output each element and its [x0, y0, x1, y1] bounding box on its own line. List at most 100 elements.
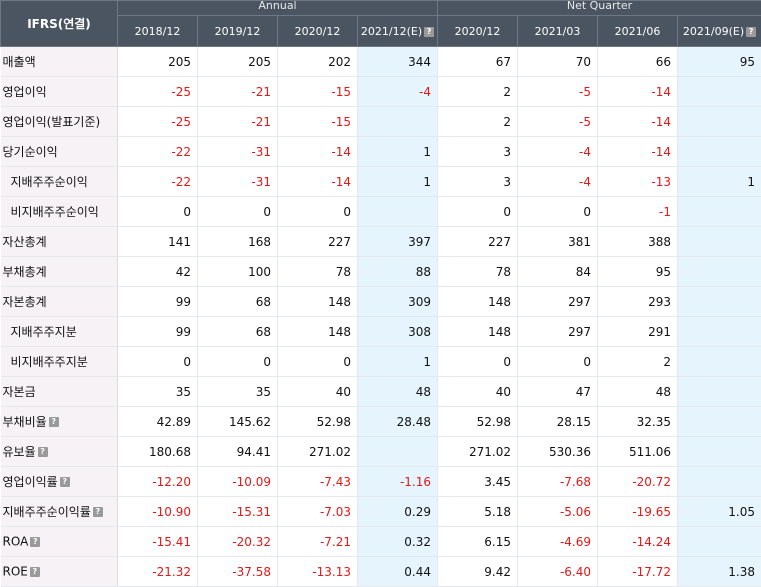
value-cell: 95 [678, 47, 761, 77]
value-cell: 2 [598, 347, 678, 377]
value-cell [678, 347, 761, 377]
value-cell: 148 [438, 287, 518, 317]
value-cell: 1 [678, 167, 761, 197]
value-cell: 6.15 [438, 527, 518, 557]
value-cell: 35 [198, 377, 278, 407]
value-cell: 94.41 [198, 437, 278, 467]
value-cell: -7.03 [278, 497, 358, 527]
value-cell: 0 [518, 347, 598, 377]
value-cell [678, 287, 761, 317]
value-cell: 0 [118, 197, 198, 227]
value-cell: 9.42 [438, 557, 518, 587]
value-cell: 271.02 [278, 437, 358, 467]
help-icon[interactable]: ? [424, 27, 434, 37]
value-cell: 52.98 [438, 407, 518, 437]
value-cell [358, 107, 438, 137]
value-cell: 1 [358, 137, 438, 167]
row-label: 자본금 [1, 377, 118, 407]
value-cell: -12.20 [118, 467, 198, 497]
net-quarter-group-header[interactable]: Net Quarter [438, 1, 761, 16]
row-label-text: 지배주주순이익률 [3, 505, 91, 519]
row-label: 지배주주지분 [1, 317, 118, 347]
period-header[interactable]: 2021/06 [598, 16, 678, 47]
value-cell: -13.13 [278, 557, 358, 587]
value-cell: 0 [278, 197, 358, 227]
value-cell: -7.43 [278, 467, 358, 497]
value-cell: 0.44 [358, 557, 438, 587]
value-cell: 5.18 [438, 497, 518, 527]
row-label-text: 매출액 [3, 55, 36, 69]
table-header: IFRS(연결) Annual Net Quarter 2018/12 2019/… [1, 1, 761, 47]
value-cell: 1.05 [678, 497, 761, 527]
period-label: 2020/12 [455, 25, 501, 38]
value-cell [678, 467, 761, 497]
value-cell: 1.38 [678, 557, 761, 587]
value-cell: 202 [278, 47, 358, 77]
row-label: 비지배주주지분 [1, 347, 118, 377]
period-header[interactable]: 2019/12 [198, 16, 278, 47]
value-cell: -1.16 [358, 467, 438, 497]
value-cell: 99 [118, 317, 198, 347]
value-cell: 148 [438, 317, 518, 347]
value-cell: -25 [118, 107, 198, 137]
value-cell [678, 77, 761, 107]
value-cell: -20.72 [598, 467, 678, 497]
row-label-text: 영업이익률 [3, 475, 58, 489]
value-cell: 47 [518, 377, 598, 407]
value-cell: -21.32 [118, 557, 198, 587]
value-cell: 530.36 [518, 437, 598, 467]
period-header[interactable]: 2021/03 [518, 16, 598, 47]
period-header[interactable]: 2020/12 [438, 16, 518, 47]
value-cell: -22 [118, 137, 198, 167]
help-icon[interactable]: ? [60, 477, 70, 487]
value-cell: 205 [198, 47, 278, 77]
period-label: 2021/03 [535, 25, 581, 38]
row-label-text: 부채비율 [3, 415, 47, 429]
help-icon[interactable]: ? [38, 447, 48, 457]
help-icon[interactable]: ? [746, 27, 756, 37]
value-cell [678, 437, 761, 467]
value-cell: -15 [278, 77, 358, 107]
value-cell: 168 [198, 227, 278, 257]
row-label: ROA? [1, 527, 118, 557]
annual-group-header[interactable]: Annual [118, 1, 438, 16]
row-label: ROE? [1, 557, 118, 587]
value-cell: 3.45 [438, 467, 518, 497]
value-cell: 0 [438, 347, 518, 377]
period-label: 2021/06 [615, 25, 661, 38]
row-label-text: 지배주주순이익 [11, 175, 88, 189]
ifrs-basis-header[interactable]: IFRS(연결) [1, 1, 118, 47]
value-cell: 148 [278, 317, 358, 347]
row-label-text: ROA [3, 535, 29, 549]
value-cell: 66 [598, 47, 678, 77]
value-cell: 35 [118, 377, 198, 407]
help-icon[interactable]: ? [30, 567, 40, 577]
period-header[interactable]: 2021/09(E)? [678, 16, 761, 47]
value-cell [678, 317, 761, 347]
help-icon[interactable]: ? [93, 507, 103, 517]
value-cell: 88 [358, 257, 438, 287]
value-cell: -21 [198, 77, 278, 107]
help-icon[interactable]: ? [30, 537, 40, 547]
help-icon[interactable]: ? [49, 417, 59, 427]
period-header[interactable]: 2018/12 [118, 16, 198, 47]
period-header[interactable]: 2021/12(E)? [358, 16, 438, 47]
value-cell: 271.02 [438, 437, 518, 467]
value-cell: 99 [118, 287, 198, 317]
period-label: 2018/12 [135, 25, 181, 38]
row-label: 지배주주순이익 [1, 167, 118, 197]
value-cell: 84 [518, 257, 598, 287]
value-cell: 28.15 [518, 407, 598, 437]
value-cell [678, 227, 761, 257]
row-label: 자산총계 [1, 227, 118, 257]
value-cell: 0 [438, 197, 518, 227]
row-label-text: 비지배주주순이익 [11, 205, 99, 219]
period-header[interactable]: 2020/12 [278, 16, 358, 47]
